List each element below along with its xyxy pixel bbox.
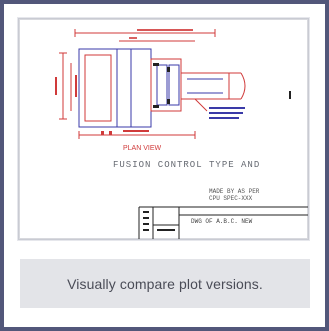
cad-drawing-preview: PLAN VIEW FUSION CONTROL TYPE AND MADE B… xyxy=(19,19,308,239)
connector xyxy=(150,58,246,112)
top-dimension-text xyxy=(129,29,193,39)
plan-view-note: PLAN VIEW xyxy=(123,145,162,152)
svg-text:MADE BY AS PER: MADE BY AS PER xyxy=(209,188,260,195)
title-block-row: DWG OF A.B.C. NEW xyxy=(191,218,253,225)
stamp-block: MADE BY AS PER CPU SPEC-XXX xyxy=(209,188,260,202)
connector-detail xyxy=(156,64,223,106)
top-dimension xyxy=(74,29,216,42)
connector-marks xyxy=(153,63,170,108)
svg-text:CPU SPEC-XXX: CPU SPEC-XXX xyxy=(209,195,253,202)
callout-labels xyxy=(209,107,245,119)
left-dimension-text xyxy=(55,75,77,97)
caption-panel: Visually compare plot versions. xyxy=(20,259,310,308)
bottom-dimension-text xyxy=(101,130,149,135)
left-dimension xyxy=(59,52,72,120)
callout-leader xyxy=(194,98,208,112)
right-tick xyxy=(289,91,291,99)
caption-text: Visually compare plot versions. xyxy=(67,275,263,292)
main-body-accent xyxy=(84,54,112,122)
drawing-title: FUSION CONTROL TYPE AND xyxy=(113,160,260,170)
bottom-dimension xyxy=(78,131,196,139)
plot-thumbnail[interactable]: PLAN VIEW FUSION CONTROL TYPE AND MADE B… xyxy=(18,18,309,240)
title-block xyxy=(138,206,308,239)
sheet-border xyxy=(19,19,308,239)
title-block-glyphs xyxy=(143,211,175,231)
